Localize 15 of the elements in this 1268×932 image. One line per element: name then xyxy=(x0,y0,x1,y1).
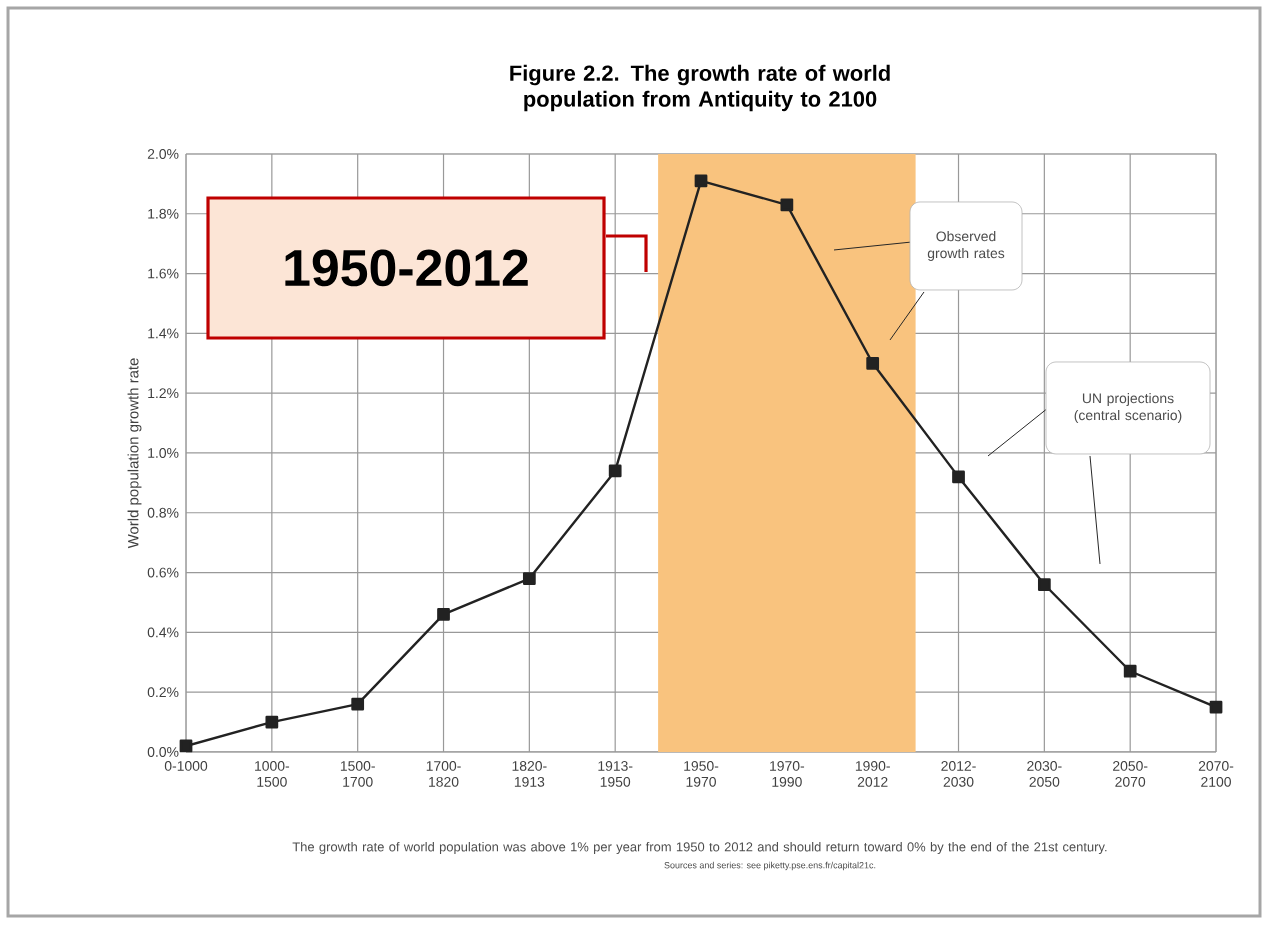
point xyxy=(952,470,965,484)
point xyxy=(265,715,279,729)
point xyxy=(351,697,365,711)
point xyxy=(1037,578,1051,591)
point xyxy=(780,198,794,212)
point xyxy=(694,174,708,188)
point xyxy=(522,572,536,585)
point xyxy=(1123,664,1137,678)
chart-title: Figure 2.2. The growth rate of world population from Antiquity to 2100 xyxy=(510,64,890,112)
point xyxy=(437,608,450,621)
point xyxy=(866,356,880,370)
point xyxy=(1209,700,1223,714)
band-label: 1950-2012 xyxy=(285,249,528,287)
point xyxy=(608,464,622,478)
point xyxy=(179,739,193,753)
